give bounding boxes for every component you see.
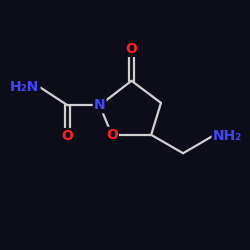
Text: N: N — [94, 98, 106, 112]
Text: NH₂: NH₂ — [212, 129, 242, 143]
Text: O: O — [106, 128, 118, 142]
Text: H₂N: H₂N — [10, 80, 40, 94]
Text: O: O — [126, 42, 138, 56]
Text: O: O — [62, 129, 74, 143]
